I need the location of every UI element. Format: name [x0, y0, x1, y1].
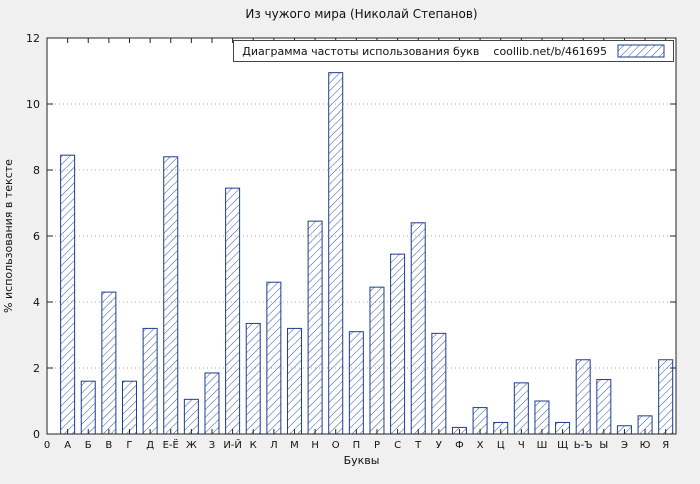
x-tick-label-О: О — [332, 440, 340, 451]
x-tick-label-Ш: Ш — [537, 440, 548, 451]
x-tick-label-Л: Л — [270, 440, 278, 451]
x-tick-label-В: В — [105, 440, 112, 451]
y-tick-label: 4 — [33, 296, 40, 309]
bar-Н — [307, 220, 323, 435]
bar-А — [60, 154, 76, 435]
x-tick-label-Г: Г — [126, 440, 132, 451]
x-tick-label-Ч: Ч — [518, 440, 525, 451]
bar-У — [431, 332, 447, 435]
bar-Г — [121, 380, 137, 435]
y-axis-label: % использования в тексте — [2, 159, 15, 313]
x-tick-label-У: У — [436, 440, 442, 451]
bar-Я — [658, 359, 674, 435]
x-tick-label-П: П — [353, 440, 361, 451]
x-tick-label-Я: Я — [662, 440, 669, 451]
legend-key-swatch — [617, 44, 665, 58]
legend-source-link[interactable]: coollib.net/b/461695 — [493, 44, 607, 58]
bar-Л — [266, 281, 282, 435]
x-tick-label-Щ: Щ — [557, 440, 568, 451]
x-origin-label: 0 — [44, 440, 50, 451]
y-tick-label: 8 — [33, 164, 40, 177]
x-tick-label-Ц: Ц — [497, 440, 505, 451]
x-tick-label-Ы: Ы — [599, 440, 608, 451]
x-tick-label-Х: Х — [477, 440, 484, 451]
bar-С — [390, 253, 406, 435]
y-tick-label: 0 — [33, 428, 40, 441]
x-tick-label-Е-Ё: Е-Ё — [163, 438, 179, 451]
bar-Т — [410, 222, 426, 435]
bar-И-Й — [225, 187, 241, 435]
x-tick-label-Н: Н — [311, 440, 319, 451]
x-tick-label-Т: Т — [414, 440, 422, 451]
x-tick-label-И-Й: И-Й — [223, 438, 242, 451]
x-axis-label: Буквы — [343, 454, 380, 467]
x-tick-label-Ф: Ф — [455, 440, 464, 451]
y-tick-label: 12 — [26, 32, 40, 45]
legend-label: Диаграмма частоты использования букв — [242, 44, 480, 58]
bar-О — [328, 72, 344, 435]
y-tick-label: 10 — [26, 98, 40, 111]
x-tick-label-Ж: Ж — [186, 440, 197, 451]
bar-В — [101, 291, 117, 435]
bar-Р — [369, 286, 385, 435]
x-tick-label-Б: Б — [85, 440, 92, 451]
y-tick-label: 6 — [33, 230, 40, 243]
x-tick-label-Ь-Ъ: Ь-Ъ — [574, 440, 593, 451]
x-tick-label-М: М — [290, 440, 299, 451]
x-tick-label-С: С — [394, 440, 401, 451]
x-tick-label-Д: Д — [146, 440, 154, 451]
chart-title: Из чужого мира (Николай Степанов) — [245, 7, 478, 21]
bar-Е-Ё — [163, 156, 179, 435]
bar-Б — [80, 380, 96, 435]
x-tick-label-А: А — [64, 440, 71, 451]
bar-М — [286, 327, 302, 435]
bar-Ы — [596, 379, 612, 435]
x-tick-label-Э: Э — [621, 440, 628, 451]
bar-Д — [142, 327, 158, 435]
bar-П — [348, 331, 364, 435]
bar-Ж — [183, 398, 199, 435]
x-tick-label-К: К — [250, 440, 257, 451]
y-tick-label: 2 — [33, 362, 40, 375]
plot-border — [46, 37, 677, 435]
x-tick-label-Ю: Ю — [640, 440, 651, 451]
bar-К — [245, 322, 261, 435]
bar-Ь-Ъ — [575, 359, 591, 435]
x-tick-label-З: З — [209, 440, 215, 451]
x-tick-label-Р: Р — [374, 440, 380, 451]
bar-Ч — [513, 382, 529, 435]
bar-З — [204, 372, 220, 435]
legend: Диаграмма частоты использования букв cool… — [233, 40, 674, 62]
